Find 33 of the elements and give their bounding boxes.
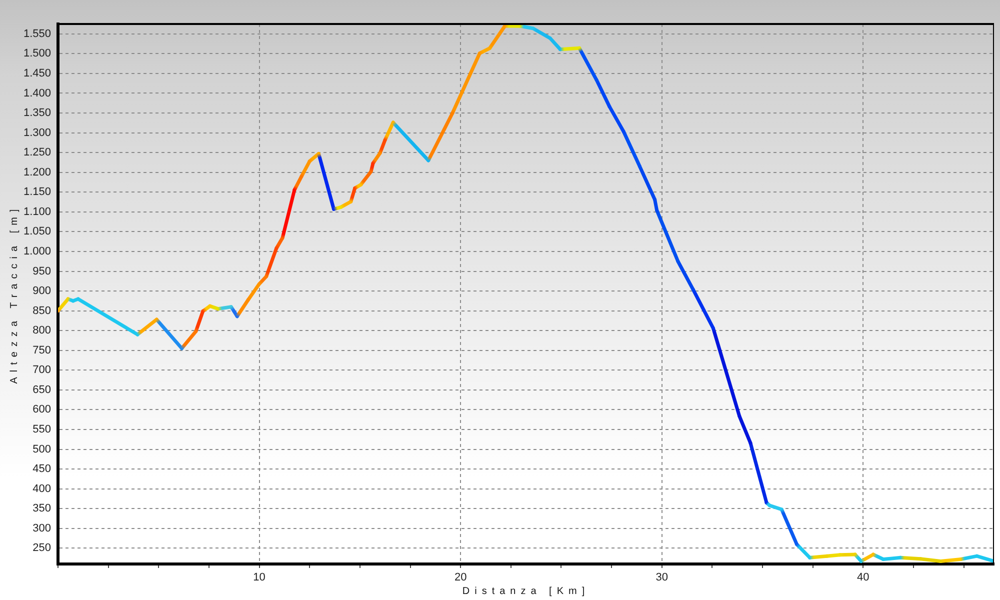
y-tick-label: 1.550 xyxy=(23,28,51,40)
y-tick-label: 1.350 xyxy=(23,107,51,120)
x-tick-label: 10 xyxy=(253,572,266,584)
y-tick-label: 1.500 xyxy=(23,48,51,60)
y-tick-label: 400 xyxy=(32,482,51,495)
y-tick-label: 1.150 xyxy=(23,186,51,198)
x-tick-label: 40 xyxy=(857,572,870,584)
y-tick-label: 600 xyxy=(32,404,51,416)
y-tick-label: 450 xyxy=(32,463,51,476)
y-tick-label: 1.200 xyxy=(23,166,51,178)
y-tick-label: 950 xyxy=(32,265,51,278)
y-tick-label: 500 xyxy=(32,443,51,456)
y-tick-label: 700 xyxy=(32,364,51,376)
y-tick-label: 850 xyxy=(32,304,51,317)
y-tick-label: 300 xyxy=(32,522,51,534)
y-axis-title: Altezza Traccia [m] xyxy=(8,204,20,384)
y-tick-label: 750 xyxy=(32,344,51,356)
y-tick-label: 800 xyxy=(32,324,51,337)
y-tick-label: 1.400 xyxy=(23,87,51,100)
y-tick-label: 1.100 xyxy=(23,206,51,218)
y-tick-label: 1.300 xyxy=(23,126,51,139)
y-tick-label: 350 xyxy=(32,502,51,515)
x-tick-label: 30 xyxy=(656,572,668,584)
x-tick-label: 20 xyxy=(454,572,467,584)
y-tick-label: 650 xyxy=(32,384,51,396)
y-tick-label: 250 xyxy=(32,542,51,554)
x-axis-title: Distanza [Km] xyxy=(462,586,590,597)
y-tick-label: 1.450 xyxy=(23,67,51,80)
y-tick-label: 1.050 xyxy=(23,226,51,238)
y-tick-label: 1.000 xyxy=(23,246,51,258)
y-tick-label: 900 xyxy=(32,285,51,298)
y-tick-label: 550 xyxy=(32,424,51,436)
y-tick-label: 1.250 xyxy=(23,146,51,159)
